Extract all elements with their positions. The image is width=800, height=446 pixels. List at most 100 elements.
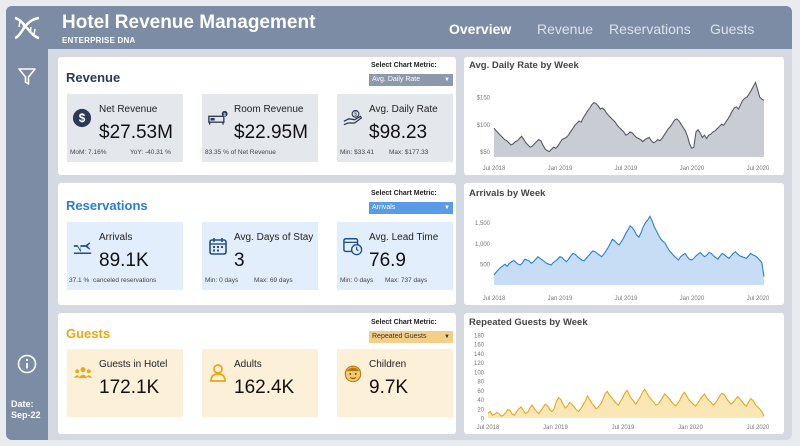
y-tick-label: 500 xyxy=(480,263,491,269)
calendar-icon xyxy=(209,238,227,255)
room-revenue-share: 83.35 % of Net Revenue xyxy=(205,149,276,156)
net-revenue-value: $27.53M xyxy=(99,122,173,143)
reservations-select-label: Select Chart Metric: xyxy=(371,190,437,197)
arrivals-chart: 500 1,000 1,500 Jul 2018 Jan 2019 Jul 2019 Jan… xyxy=(475,215,770,302)
chevron-down-icon: ▼ xyxy=(444,77,450,83)
adults-card: Adults 162.4K xyxy=(202,349,318,417)
chevron-down-icon: ▼ xyxy=(444,205,450,211)
avg-stay-label: Avg. Days of Stay xyxy=(234,232,314,243)
x-tick-label: Jan 2019 xyxy=(543,425,568,431)
filter-icon[interactable] xyxy=(17,67,37,87)
guests-in-hotel-card: Guests in Hotel 172.1K xyxy=(67,349,183,417)
y-tick-label: 1,000 xyxy=(475,242,491,248)
canceled-pct: 37.1 % xyxy=(69,277,90,284)
y-tick-label: 120 xyxy=(474,361,485,367)
canceled-label: canceled reservations xyxy=(93,277,157,284)
y-tick-label: $150 xyxy=(477,96,491,102)
net-revenue-mom: MoM: 7.16% xyxy=(70,149,107,156)
avg-daily-rate-max: Max: $177.33 xyxy=(389,149,429,156)
x-tick-label: Jul 2018 xyxy=(483,296,506,302)
lead-time-value: 76.9 xyxy=(369,250,406,271)
y-tick-label: 20 xyxy=(477,407,484,413)
arrivals-label: Arrivals xyxy=(99,232,133,243)
adults-label: Adults xyxy=(234,359,262,370)
repeated-guests-chart: 0 20 40 60 80 100 120 140 160 180 Jul 2018 Jan 2019… xyxy=(474,334,770,432)
arrivals-value: 89.1K xyxy=(99,250,149,271)
x-tick-label: Jul 2019 xyxy=(612,425,635,431)
x-tick-label: Jan 2019 xyxy=(548,296,573,302)
lead-time-min: Min: 0 days xyxy=(340,277,374,284)
children-label: Children xyxy=(369,359,407,370)
lead-time-max: Max: 737 days xyxy=(385,277,428,284)
guests-select-label: Select Chart Metric: xyxy=(371,319,437,326)
guests-select-value: Repeated Guests xyxy=(372,333,427,340)
adr-chart: $50 $100 $150 Jul 2018 Jan 2019 Jul 2019 Jan 2… xyxy=(477,80,770,172)
series-line xyxy=(487,388,765,417)
info-icon[interactable] xyxy=(17,354,37,374)
hand-money-icon: $ xyxy=(343,109,363,126)
avg-stay-min: Min: 0 days xyxy=(205,277,239,284)
x-tick-label: Jul 2018 xyxy=(483,166,506,172)
y-tick-label: $100 xyxy=(477,123,491,129)
group-icon xyxy=(73,367,93,378)
date-filter[interactable]: Date: Sep-22 xyxy=(11,399,41,421)
series-line xyxy=(493,80,765,153)
lead-time-label: Avg. Lead Time xyxy=(369,232,439,243)
y-tick-label: 180 xyxy=(474,334,485,340)
avg-stay-value: 3 xyxy=(234,250,245,271)
header-bar xyxy=(6,6,792,49)
person-icon xyxy=(210,364,226,382)
reservations-select-value: Arrivals xyxy=(372,204,396,211)
svg-text:$: $ xyxy=(354,112,357,118)
chevron-down-icon: ▼ xyxy=(444,334,450,340)
x-tick-label: Jul 2019 xyxy=(615,166,638,172)
reservations-metric-select[interactable]: Arrivals ▼ xyxy=(369,202,453,214)
avg-stay-max: Max: 69 days xyxy=(254,277,293,284)
x-tick-label: Jul 2018 xyxy=(477,425,500,431)
series-line xyxy=(493,215,765,277)
y-tick-label: $50 xyxy=(480,150,491,156)
y-tick-label: 140 xyxy=(474,352,485,358)
revenue-metric-select[interactable]: Avg. Daily Rate ▼ xyxy=(369,74,453,86)
calendar-clock-icon xyxy=(343,238,363,256)
repeated-guests-chart-title: Repeated Guests by Week xyxy=(469,317,588,328)
net-revenue-card: $ Net Revenue $27.53M MoM: 7.16% YoY: -4… xyxy=(67,94,183,162)
series-area xyxy=(494,82,764,157)
revenue-section-title: Revenue xyxy=(66,70,121,85)
avg-daily-rate-card: $ Avg. Daily Rate $98.23 Min: $33.41 Max… xyxy=(337,94,453,162)
child-face-icon xyxy=(344,365,362,383)
y-tick-label: 80 xyxy=(477,380,484,386)
guests-section-title: Guests xyxy=(66,326,111,341)
page-title: Hotel Revenue Management xyxy=(62,12,316,33)
tab-reservations[interactable]: Reservations xyxy=(609,21,691,37)
svg-text:$: $ xyxy=(79,111,86,125)
guests-metric-select[interactable]: Repeated Guests ▼ xyxy=(369,331,453,343)
date-label: Date: xyxy=(11,399,34,409)
avg-daily-rate-value: $98.23 xyxy=(369,122,428,143)
adults-value: 162.4K xyxy=(234,377,295,398)
series-area xyxy=(488,389,764,418)
children-card: Children 9.7K xyxy=(337,349,453,417)
dna-logo-icon xyxy=(14,16,40,40)
x-tick-label: Jan 2020 xyxy=(678,425,703,431)
net-revenue-label: Net Revenue xyxy=(99,104,158,115)
tab-revenue[interactable]: Revenue xyxy=(537,21,594,37)
x-tick-label: Jul 2020 xyxy=(747,166,770,172)
y-tick-label: 60 xyxy=(477,389,484,395)
y-tick-label: 0 xyxy=(481,417,485,423)
x-tick-label: Jul 2020 xyxy=(747,296,770,302)
room-revenue-label: Room Revenue xyxy=(234,104,304,115)
date-value: Sep-22 xyxy=(11,410,41,420)
plane-icon xyxy=(73,242,92,254)
children-value: 9.7K xyxy=(369,377,409,398)
dollar-icon: $ xyxy=(72,108,92,128)
x-tick-label: Jul 2020 xyxy=(747,425,770,431)
tab-guests[interactable]: Guests xyxy=(710,21,755,37)
y-tick-label: 100 xyxy=(474,370,485,376)
svg-text:$: $ xyxy=(223,112,226,117)
tab-overview[interactable]: Overview xyxy=(449,21,512,37)
x-tick-label: Jan 2019 xyxy=(548,166,573,172)
avg-daily-rate-label: Avg. Daily Rate xyxy=(369,104,438,115)
room-revenue-card: $ Room Revenue $22.95M 83.35 % of Net Re… xyxy=(202,94,318,162)
bed-icon: $ xyxy=(208,110,228,125)
